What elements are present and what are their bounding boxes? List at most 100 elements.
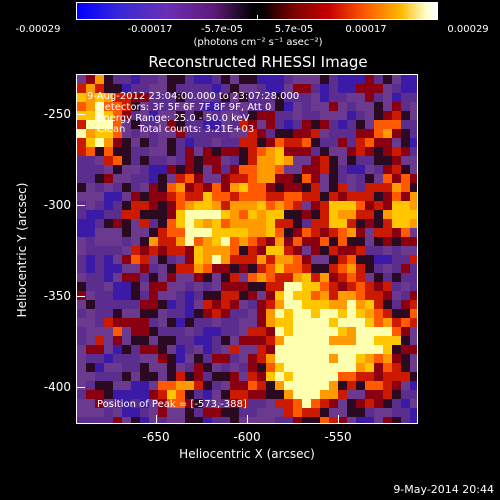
heatmap-cell — [113, 408, 122, 417]
heatmap-cell — [86, 219, 95, 228]
heatmap-cell — [167, 309, 176, 318]
heatmap-cell — [248, 264, 257, 273]
heatmap-cell — [140, 408, 149, 417]
heatmap-cell — [248, 147, 257, 156]
heatmap-cell — [356, 399, 365, 408]
heatmap-cell — [158, 201, 167, 210]
heatmap-cell — [149, 417, 158, 423]
heatmap-cell — [203, 111, 212, 120]
heatmap-cell — [401, 255, 410, 264]
heatmap-cell — [410, 255, 417, 264]
heatmap-cell — [311, 111, 320, 120]
heatmap-cell — [221, 300, 230, 309]
heatmap-cell — [86, 309, 95, 318]
heatmap-cell — [320, 138, 329, 147]
heatmap-cell — [248, 183, 257, 192]
heatmap-cell — [176, 165, 185, 174]
heatmap-cell — [77, 417, 86, 423]
heatmap-cell — [410, 237, 417, 246]
heatmap-cell — [194, 336, 203, 345]
heatmap-cell — [347, 300, 356, 309]
heatmap-cell — [104, 75, 113, 84]
heatmap-cell — [365, 84, 374, 93]
heatmap-cell — [401, 129, 410, 138]
heatmap-cell — [230, 84, 239, 93]
heatmap-cell — [401, 210, 410, 219]
heatmap-cell — [176, 75, 185, 84]
heatmap-cell — [248, 345, 257, 354]
heatmap-cell — [185, 399, 194, 408]
heatmap-cell — [383, 354, 392, 363]
heatmap-cell — [374, 291, 383, 300]
heatmap-cell — [77, 138, 86, 147]
heatmap-cell — [140, 93, 149, 102]
heatmap-cell — [356, 408, 365, 417]
heatmap-cell — [320, 237, 329, 246]
heatmap-cell — [320, 417, 329, 423]
heatmap-cell — [410, 93, 417, 102]
heatmap-cell — [194, 111, 203, 120]
heatmap-cell — [311, 192, 320, 201]
heatmap-cell — [410, 138, 417, 147]
heatmap-cell — [203, 183, 212, 192]
heatmap-cell — [302, 300, 311, 309]
heatmap-cell — [257, 417, 266, 423]
heatmap-cell — [221, 237, 230, 246]
heatmap-cell — [356, 210, 365, 219]
heatmap-cell — [176, 390, 185, 399]
heatmap-cell — [338, 399, 347, 408]
heatmap-cell — [113, 129, 122, 138]
heatmap-cell — [338, 390, 347, 399]
heatmap-cell — [158, 336, 167, 345]
heatmap-cell — [302, 255, 311, 264]
heatmap-cell — [77, 309, 86, 318]
heatmap-cell — [248, 300, 257, 309]
heatmap-cell — [221, 183, 230, 192]
heatmap-cell — [392, 336, 401, 345]
heatmap-cell — [329, 201, 338, 210]
heatmap-cell — [356, 75, 365, 84]
x-tick-label: -650 — [142, 430, 170, 444]
heatmap-cell — [266, 219, 275, 228]
heatmap-cell — [77, 93, 86, 102]
heatmap-cell — [95, 363, 104, 372]
heatmap-cell — [320, 399, 329, 408]
heatmap-cell — [410, 390, 417, 399]
heatmap-cell — [230, 408, 239, 417]
heatmap-cell — [113, 120, 122, 129]
heatmap-cell — [122, 183, 131, 192]
heatmap-cell — [275, 192, 284, 201]
heatmap-cell — [212, 408, 221, 417]
heatmap-cell — [392, 264, 401, 273]
heatmap-cell — [104, 399, 113, 408]
x-tick-mark — [338, 415, 339, 423]
heatmap-cell — [257, 390, 266, 399]
heatmap-cell — [185, 237, 194, 246]
heatmap-cell — [185, 129, 194, 138]
heatmap-cell — [176, 210, 185, 219]
heatmap-cell — [365, 273, 374, 282]
heatmap-cell — [320, 174, 329, 183]
heatmap-cell — [392, 273, 401, 282]
heatmap-cell — [221, 147, 230, 156]
heatmap-cell — [275, 408, 284, 417]
heatmap-cell — [185, 138, 194, 147]
heatmap-cell — [113, 174, 122, 183]
heatmap-cell — [212, 75, 221, 84]
heatmap-cell — [347, 345, 356, 354]
heatmap-cell — [284, 138, 293, 147]
heatmap-cell — [329, 84, 338, 93]
heatmap-cell — [212, 120, 221, 129]
heatmap-cell — [401, 399, 410, 408]
heatmap-cell — [95, 327, 104, 336]
heatmap-cell — [104, 336, 113, 345]
heatmap-cell — [410, 417, 417, 423]
heatmap-cell — [77, 372, 86, 381]
heatmap-cell — [158, 147, 167, 156]
heatmap-cell — [320, 273, 329, 282]
heatmap-cell — [122, 174, 131, 183]
heatmap-cell — [122, 354, 131, 363]
heatmap-cell — [275, 273, 284, 282]
heatmap-cell — [122, 309, 131, 318]
heatmap-cell — [194, 372, 203, 381]
